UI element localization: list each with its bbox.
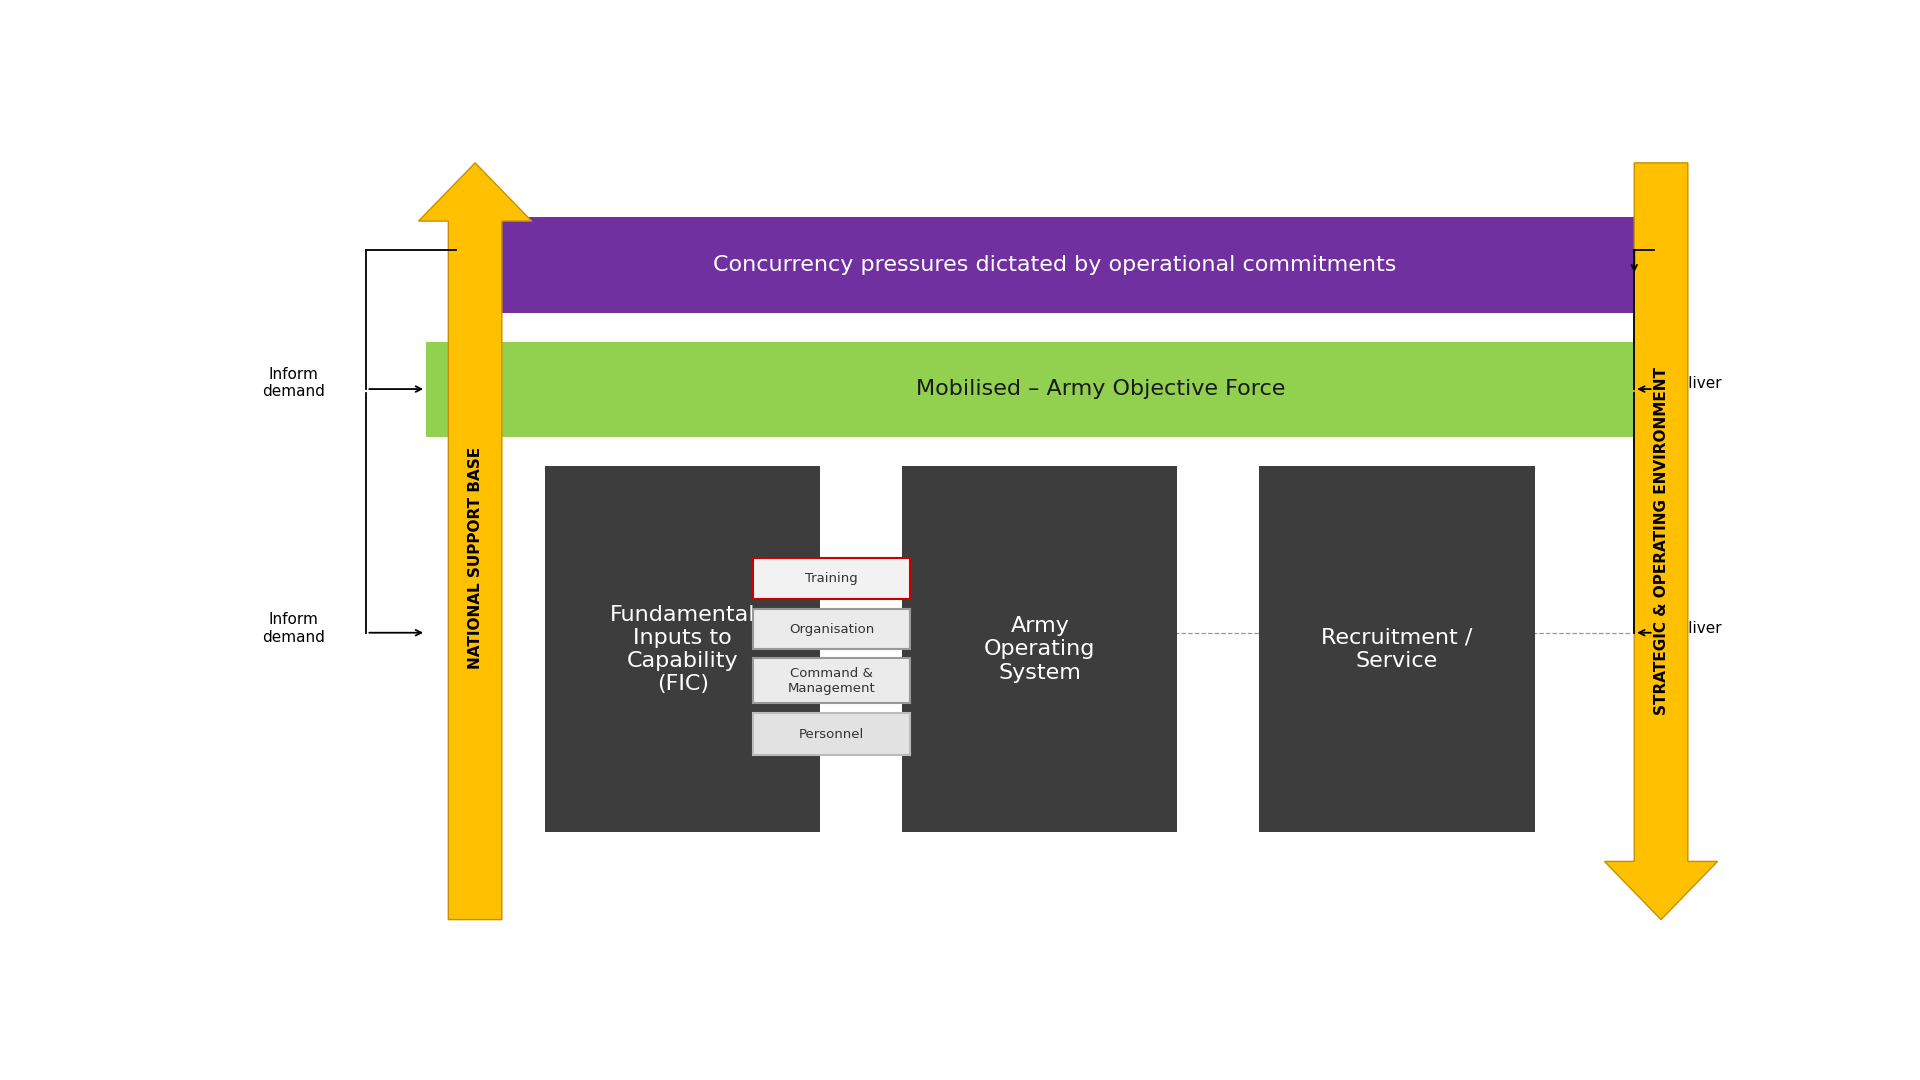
FancyBboxPatch shape [753, 609, 910, 649]
FancyBboxPatch shape [753, 558, 910, 599]
Text: Inform
demand: Inform demand [263, 612, 324, 645]
Text: Personnel: Personnel [799, 728, 864, 741]
FancyBboxPatch shape [902, 467, 1177, 833]
Text: Organisation: Organisation [789, 623, 874, 636]
Polygon shape [419, 163, 532, 920]
Text: Concurrency pressures dictated by operational commitments: Concurrency pressures dictated by operat… [712, 255, 1396, 274]
Text: STRATEGIC & OPERATING ENVIRONMENT: STRATEGIC & OPERATING ENVIRONMENT [1653, 367, 1668, 715]
Text: Deliver: Deliver [1668, 621, 1722, 636]
Text: Army
Operating
System: Army Operating System [985, 617, 1096, 683]
Text: Fundamental
Inputs to
Capability
(FIC): Fundamental Inputs to Capability (FIC) [611, 605, 755, 694]
FancyBboxPatch shape [545, 467, 820, 833]
FancyBboxPatch shape [455, 217, 1653, 312]
Text: Command &
Management: Command & Management [787, 666, 876, 694]
Text: Training: Training [804, 572, 858, 585]
FancyBboxPatch shape [753, 714, 910, 755]
Text: Inform
demand: Inform demand [263, 367, 324, 400]
Text: NATIONAL SUPPORT BASE: NATIONAL SUPPORT BASE [468, 447, 482, 669]
FancyBboxPatch shape [426, 341, 1653, 437]
FancyBboxPatch shape [1260, 467, 1534, 833]
Polygon shape [1605, 163, 1718, 920]
FancyBboxPatch shape [753, 658, 910, 703]
Text: Recruitment /
Service: Recruitment / Service [1321, 627, 1473, 671]
Text: Deliver: Deliver [1668, 376, 1722, 391]
Text: Mobilised – Army Objective Force: Mobilised – Army Objective Force [916, 379, 1286, 400]
